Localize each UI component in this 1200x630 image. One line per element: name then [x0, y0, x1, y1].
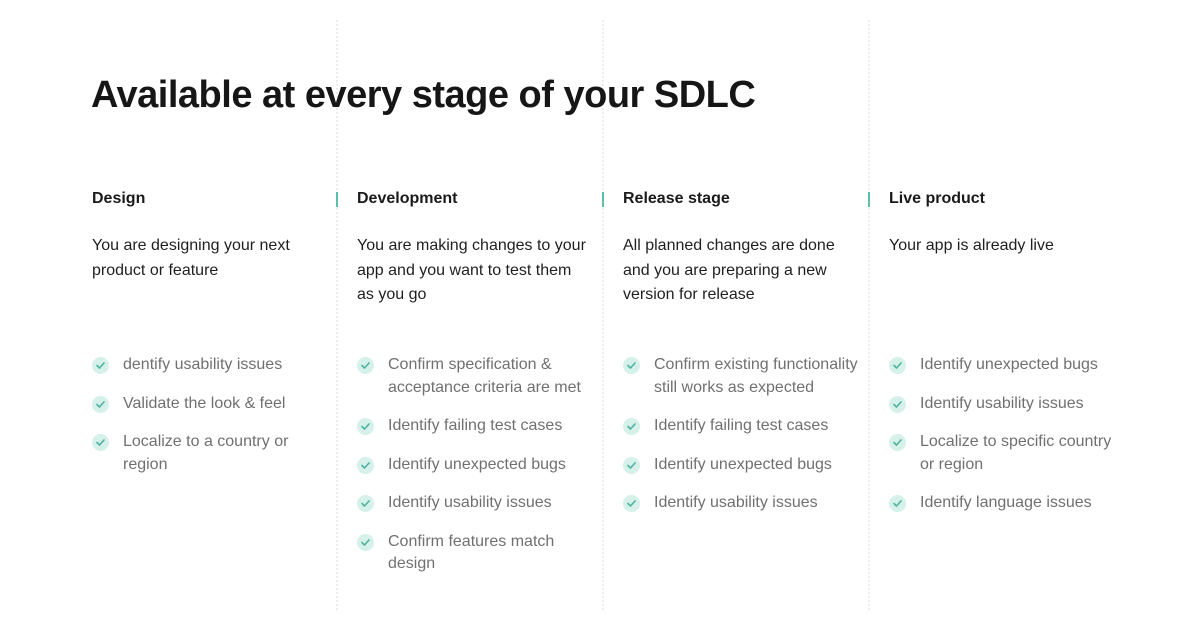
page-title: Available at every stage of your SDLC	[91, 74, 756, 116]
list-item: Identify failing test cases	[623, 415, 858, 438]
list-item: Confirm existing functionality still wor…	[623, 354, 858, 399]
list-item-text: Identify language issues	[920, 494, 1092, 511]
check-icon	[889, 434, 906, 451]
list-item: Identify unexpected bugs	[623, 454, 858, 477]
list-item-text: Identify usability issues	[388, 494, 552, 511]
list-item-text: dentify usability issues	[123, 356, 283, 373]
check-icon	[623, 495, 640, 512]
stage-description: All planned changes are done and you are…	[623, 237, 835, 303]
check-icon	[357, 418, 374, 435]
list-item-text: Identify failing test cases	[388, 417, 563, 434]
list-item: Localize to a country or region	[92, 431, 327, 476]
list-item-text: Identify unexpected bugs	[654, 455, 832, 473]
list-item-text: Validate the look & feel	[123, 394, 286, 412]
check-icon	[357, 495, 374, 512]
list-item: Localize to specific country or region	[889, 431, 1124, 476]
stage-column-release-stage: Release stage All planned changes are don…	[602, 188, 858, 531]
list-item-text: Identify usability issues	[920, 394, 1084, 412]
list-item-text: Identify failing test cases	[654, 417, 829, 434]
list-item-text: Confirm specification & acceptance crite…	[388, 356, 581, 396]
list-item-text: Localize to specific country or region	[920, 433, 1112, 473]
list-item: Identify unexpected bugs	[889, 354, 1124, 377]
accent-bar	[868, 192, 870, 207]
column-divider	[602, 20, 604, 610]
check-icon	[92, 357, 109, 374]
list-item: dentify usability issues	[92, 354, 327, 377]
stage-description: You are making changes to your app and y…	[357, 237, 586, 303]
column-divider	[336, 20, 338, 610]
check-icon	[623, 357, 640, 374]
feature-list: Confirm specification & acceptance crite…	[357, 354, 592, 576]
check-icon	[92, 434, 109, 451]
stage-description: Your app is already live	[889, 237, 1054, 254]
stage-heading: Design	[92, 190, 146, 207]
list-item-text: Confirm features match design	[388, 532, 555, 573]
feature-list: Confirm existing functionality still wor…	[623, 354, 858, 515]
stage-heading: Live product	[889, 190, 986, 207]
feature-list: dentify usability issues Validate the loo…	[92, 354, 327, 476]
accent-bar	[602, 192, 604, 207]
check-icon	[623, 456, 640, 474]
list-item: Identify unexpected bugs	[357, 454, 592, 477]
stage-description: You are designing your next product or f…	[92, 237, 290, 279]
check-icon	[357, 456, 374, 474]
list-item: Confirm features match design	[357, 531, 592, 576]
list-item: Confirm specification & acceptance crite…	[357, 354, 592, 399]
list-item: Identify language issues	[889, 492, 1124, 515]
stage-column-development: Development You are making changes to you…	[336, 188, 592, 592]
list-item-text: Confirm existing functionality still wor…	[654, 356, 858, 396]
check-icon	[623, 418, 640, 435]
check-icon	[889, 357, 906, 374]
check-icon	[357, 533, 374, 551]
check-icon	[889, 395, 906, 413]
check-icon	[357, 357, 374, 374]
accent-bar	[336, 192, 338, 207]
stage-heading: Development	[357, 190, 458, 207]
list-item-text: Identify usability issues	[654, 494, 818, 511]
feature-list: Identify unexpected bugs Identify usabili…	[889, 354, 1124, 515]
list-item: Identify failing test cases	[357, 415, 592, 438]
list-item: Identify usability issues	[889, 393, 1124, 416]
stage-heading: Release stage	[623, 190, 730, 207]
stage-column-live-product: Live product Your app is already live Iden…	[868, 188, 1124, 531]
list-item: Identify usability issues	[623, 492, 858, 515]
list-item: Identify usability issues	[357, 492, 592, 515]
list-item: Validate the look & feel	[92, 393, 327, 416]
check-icon	[92, 395, 109, 413]
list-item-text: Identify unexpected bugs	[388, 455, 566, 473]
check-icon	[889, 495, 906, 512]
list-item-text: Localize to a country or region	[123, 433, 289, 473]
column-divider	[868, 20, 870, 610]
stage-column-design: Design You are designing your next produc…	[92, 188, 327, 492]
list-item-text: Identify unexpected bugs	[920, 356, 1098, 373]
